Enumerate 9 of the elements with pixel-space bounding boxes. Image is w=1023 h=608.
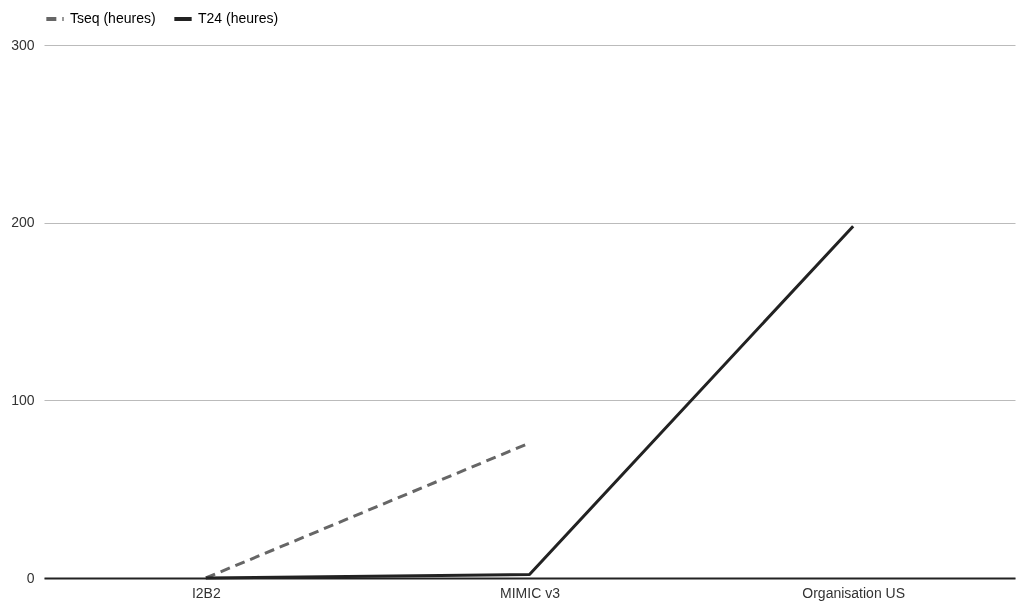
y-tick-label: 0 [26,569,35,586]
x-tick-label: Organisation US [802,584,906,601]
legend-label: T24 (heures) [198,10,279,26]
y-tick-label: 100 [11,391,35,408]
x-tick-label: MIMIC v3 [500,584,561,601]
y-tick-label: 300 [11,36,35,53]
x-tick-label: I2B2 [191,584,221,601]
legend-label: Tseq (heures) [70,10,156,26]
y-tick-label: 200 [11,214,35,231]
